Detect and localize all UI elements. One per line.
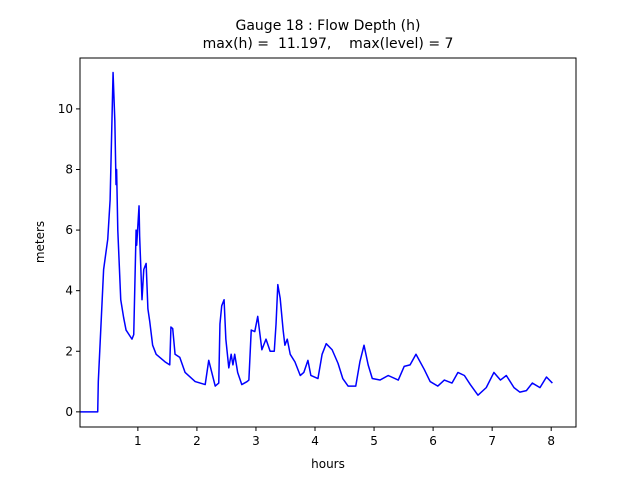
x-tick-label: 3 <box>252 434 260 448</box>
chart-subtitle: max(h) = 11.197, max(level) = 7 <box>203 36 454 52</box>
y-tick-label: 0 <box>65 405 73 419</box>
y-tick-label: 10 <box>58 102 73 116</box>
x-tick-label: 8 <box>547 434 555 448</box>
y-tick-label: 8 <box>65 162 73 176</box>
chart-title: Gauge 18 : Flow Depth (h) <box>236 18 421 34</box>
x-tick-label: 5 <box>370 434 378 448</box>
x-tick-label: 7 <box>488 434 496 448</box>
line-series <box>80 71 553 413</box>
x-tick-label: 2 <box>193 434 201 448</box>
x-tick-label: 1 <box>134 434 142 448</box>
y-tick-label: 4 <box>65 284 73 298</box>
x-tick-label: 6 <box>429 434 437 448</box>
y-tick-label: 2 <box>65 344 73 358</box>
y-axis-label: meters <box>33 221 47 263</box>
y-tick-label: 6 <box>65 223 73 237</box>
plot-frame <box>79 57 577 428</box>
x-axis-label: hours <box>311 457 345 471</box>
x-tick-label: 4 <box>311 434 319 448</box>
